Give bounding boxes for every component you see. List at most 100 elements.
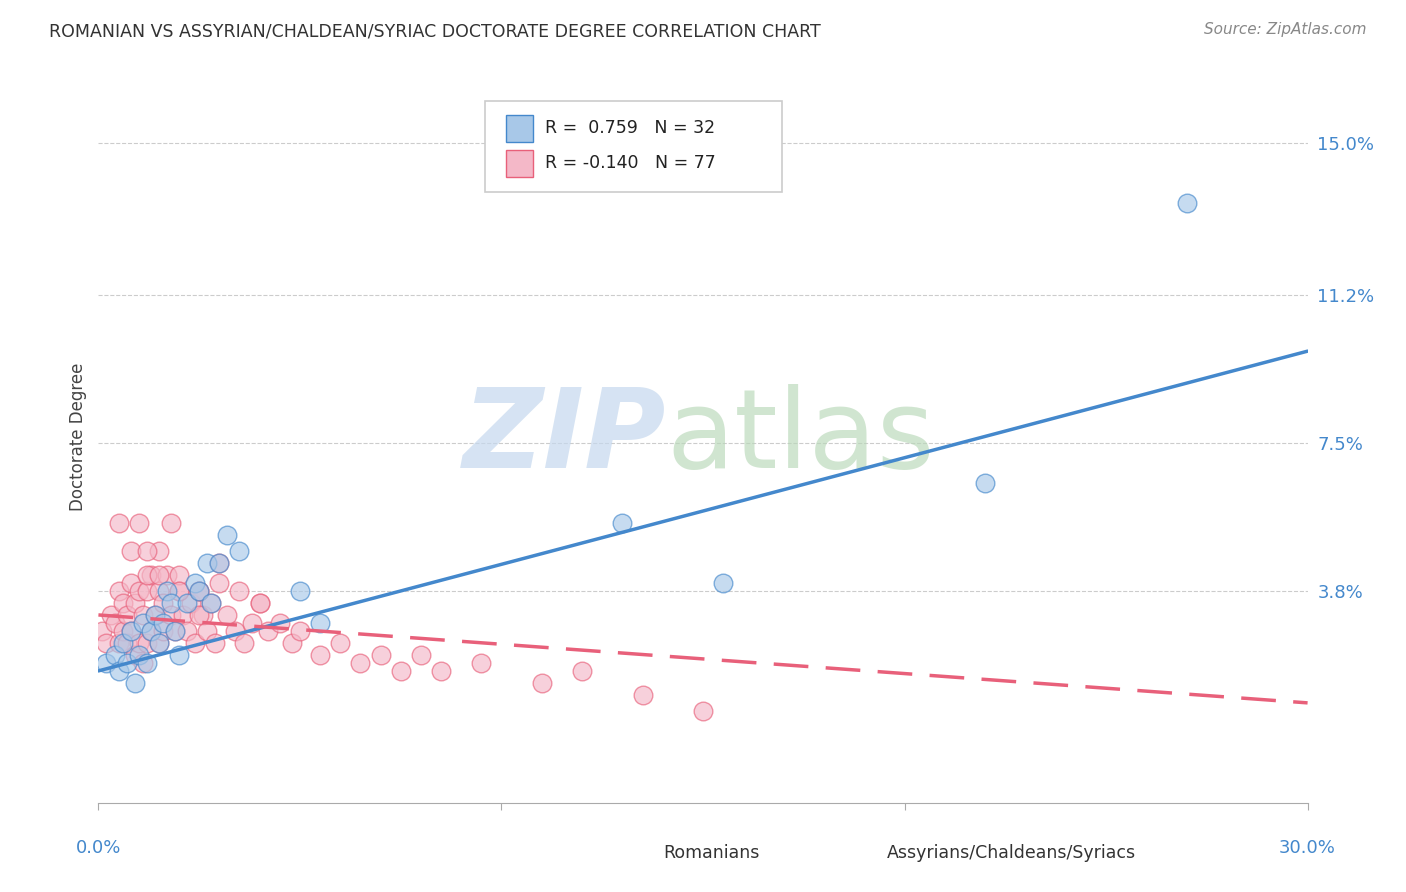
Point [139,568,162,582]
Point [135,544,157,558]
Point [115,656,138,670]
Point [124,596,146,610]
Point [470,656,492,670]
Point [309,648,332,662]
Point [184,636,207,650]
Point [124,676,146,690]
Point [240,615,263,630]
Point [111,624,134,638]
Text: 0.0%: 0.0% [76,838,121,857]
Point [1175,196,1198,211]
Point [132,607,155,622]
Point [120,576,142,591]
Point [128,584,150,599]
Point [228,544,250,558]
Point [249,596,271,610]
Point [200,596,222,610]
Point [128,516,150,530]
Point [148,636,170,650]
FancyBboxPatch shape [485,101,782,192]
Text: 30.0%: 30.0% [1279,838,1336,857]
Point [530,676,553,690]
Point [152,596,174,610]
Point [200,596,222,610]
Point [152,615,174,630]
Point [249,596,271,610]
Point [309,615,332,630]
Point [107,636,129,650]
Point [143,607,166,622]
Point [115,636,138,650]
Point [232,636,254,650]
Point [107,584,129,599]
Point [143,607,166,622]
Point [176,596,198,610]
Point [631,688,654,702]
Point [974,476,997,491]
Point [172,607,194,622]
Point [224,624,246,638]
Point [107,664,129,678]
Point [711,576,734,591]
Point [288,624,311,638]
Point [176,624,198,638]
Point [160,596,183,610]
Point [135,636,157,650]
Point [389,664,412,678]
Text: Source: ZipAtlas.com: Source: ZipAtlas.com [1204,22,1367,37]
Point [156,568,179,582]
Point [128,648,150,662]
Point [128,636,150,650]
Point [120,544,142,558]
Point [160,516,183,530]
Text: atlas: atlas [666,384,935,491]
Point [195,624,218,638]
Point [228,584,250,599]
Point [156,584,179,599]
Point [430,664,453,678]
Point [281,636,304,650]
Point [96,656,118,670]
Point [188,584,211,599]
Text: ROMANIAN VS ASSYRIAN/CHALDEAN/SYRIAC DOCTORATE DEGREE CORRELATION CHART: ROMANIAN VS ASSYRIAN/CHALDEAN/SYRIAC DOC… [49,22,821,40]
Point [409,648,432,662]
Point [288,584,311,599]
Point [167,648,190,662]
Point [167,584,190,599]
Point [100,607,122,622]
Point [103,615,125,630]
Point [135,568,157,582]
Point [120,624,142,638]
Text: ZIP: ZIP [463,384,666,491]
Point [132,615,155,630]
Text: R = -0.140   N = 77: R = -0.140 N = 77 [544,153,716,172]
FancyBboxPatch shape [506,114,533,143]
Point [163,624,186,638]
Point [329,636,352,650]
Point [256,624,278,638]
Point [124,648,146,662]
Point [111,596,134,610]
Point [193,607,215,622]
Point [91,624,114,638]
Point [148,568,170,582]
Y-axis label: Doctorate Degree: Doctorate Degree [69,363,87,511]
Point [188,607,211,622]
Point [120,624,142,638]
Point [370,648,392,662]
FancyBboxPatch shape [600,841,648,863]
Point [167,584,190,599]
Point [163,624,186,638]
Point [160,607,183,622]
Text: R =  0.759   N = 32: R = 0.759 N = 32 [544,119,714,136]
Point [132,656,155,670]
Point [188,584,211,599]
Point [612,516,634,530]
Point [107,516,129,530]
Point [139,624,162,638]
Point [135,656,157,670]
Point [135,584,157,599]
Point [103,648,125,662]
Point [96,636,118,650]
Point [115,607,138,622]
